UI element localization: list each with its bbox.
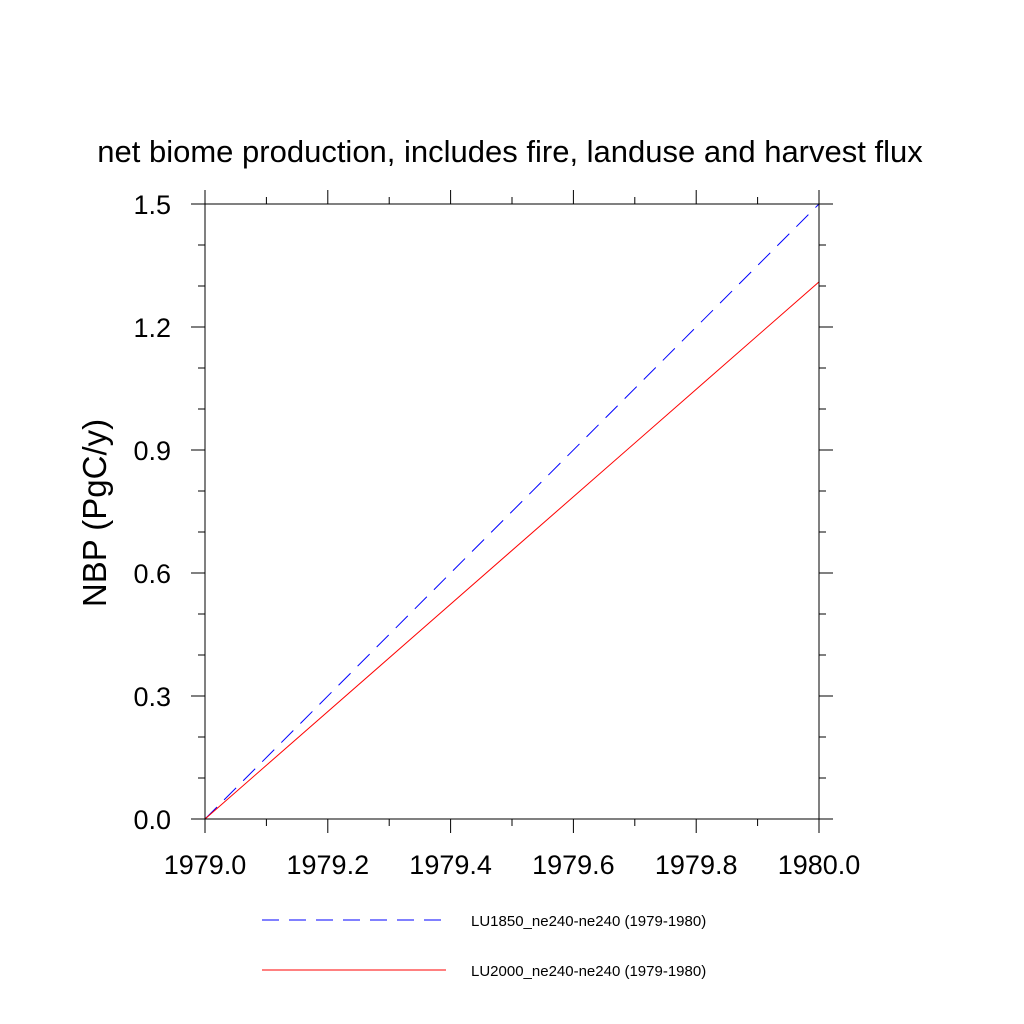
y-tick-label: 0.0: [133, 805, 171, 835]
x-tick-label: 1980.0: [778, 850, 861, 880]
legend: LU1850_ne240-ne240 (1979-1980) LU2000_ne2…: [262, 913, 706, 980]
chart-title: net biome production, includes fire, lan…: [97, 134, 923, 169]
y-tick-label: 1.5: [133, 190, 171, 220]
x-tick-label: 1979.8: [655, 850, 738, 880]
y-axis-label: NBP (PgC/y): [76, 419, 113, 607]
x-tick-label: 1979.0: [164, 850, 247, 880]
legend-label-2: LU2000_ne240-ne240 (1979-1980): [471, 963, 706, 980]
x-tick-label: 1979.2: [287, 850, 370, 880]
y-tick-label: 0.9: [133, 436, 171, 466]
series-line-2: [204, 281, 820, 820]
x-tick-labels: 1979.0 1979.2 1979.4 1979.6 1979.8 1980.0: [164, 850, 861, 880]
y-tick-label: 0.6: [133, 559, 171, 589]
plot-series: [204, 203, 820, 820]
y-tick-labels: 0.0 0.3 0.6 0.9 1.2 1.5: [133, 190, 171, 835]
x-tick-label: 1979.6: [532, 850, 615, 880]
y-tick-label: 1.2: [133, 313, 171, 343]
series-line-1: [204, 203, 820, 820]
x-tick-label: 1979.4: [409, 850, 492, 880]
y-tick-label: 0.3: [133, 682, 171, 712]
legend-label-1: LU1850_ne240-ne240 (1979-1980): [471, 913, 706, 930]
axis-ticks: [191, 190, 833, 833]
